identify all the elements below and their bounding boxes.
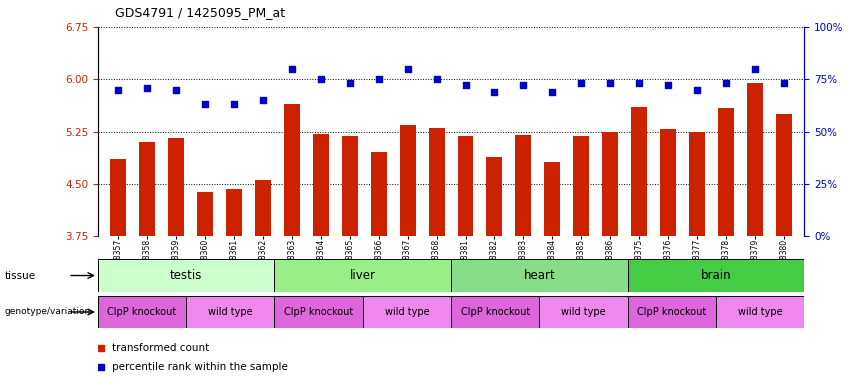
Point xyxy=(603,80,617,86)
Bar xyxy=(284,104,300,236)
Bar xyxy=(747,83,763,236)
Bar xyxy=(313,134,328,236)
Bar xyxy=(603,132,618,236)
Point xyxy=(300,267,313,273)
Text: GDS4791 / 1425095_PM_at: GDS4791 / 1425095_PM_at xyxy=(115,6,285,19)
Point xyxy=(256,97,270,103)
Text: tissue: tissue xyxy=(4,270,36,281)
Point xyxy=(401,66,414,72)
Bar xyxy=(197,192,213,236)
Bar xyxy=(274,259,451,292)
Bar xyxy=(718,109,734,236)
Point xyxy=(314,76,328,82)
Text: genotype/variation: genotype/variation xyxy=(4,308,90,316)
Point xyxy=(430,76,443,82)
Point xyxy=(777,80,791,86)
Point xyxy=(372,76,386,82)
Bar xyxy=(716,296,804,328)
Bar xyxy=(400,124,415,236)
Point xyxy=(227,101,241,108)
Point xyxy=(300,92,313,98)
Point xyxy=(285,66,299,72)
Bar xyxy=(342,136,357,236)
Bar xyxy=(574,136,589,236)
Text: wild type: wild type xyxy=(738,307,782,317)
Bar xyxy=(371,152,386,236)
Point xyxy=(545,89,559,95)
Bar xyxy=(186,296,274,328)
Bar xyxy=(627,296,716,328)
Text: brain: brain xyxy=(700,269,731,282)
Point xyxy=(459,83,472,89)
Point xyxy=(169,87,183,93)
Bar xyxy=(168,139,184,236)
Point xyxy=(111,87,125,93)
Point xyxy=(574,80,588,86)
Text: wild type: wild type xyxy=(208,307,253,317)
Text: transformed count: transformed count xyxy=(112,343,209,353)
Point xyxy=(517,83,530,89)
Point xyxy=(488,89,501,95)
Point xyxy=(661,83,675,89)
Text: liver: liver xyxy=(350,269,376,282)
Bar xyxy=(487,157,502,236)
Point xyxy=(748,66,762,72)
Text: wild type: wild type xyxy=(385,307,429,317)
Bar xyxy=(631,107,647,236)
Bar xyxy=(226,189,242,236)
Bar xyxy=(689,132,705,236)
Bar xyxy=(627,259,804,292)
Bar xyxy=(98,296,186,328)
Bar xyxy=(540,296,627,328)
Bar xyxy=(545,162,560,236)
Point xyxy=(140,84,154,91)
Point xyxy=(632,80,646,86)
Bar xyxy=(458,136,473,236)
Bar xyxy=(274,296,363,328)
Text: ClpP knockout: ClpP knockout xyxy=(107,307,177,317)
Point xyxy=(198,101,212,108)
Bar xyxy=(363,296,451,328)
Bar xyxy=(516,135,531,236)
Bar xyxy=(451,296,540,328)
Text: ClpP knockout: ClpP knockout xyxy=(284,307,353,317)
Text: ClpP knockout: ClpP knockout xyxy=(637,307,706,317)
Text: testis: testis xyxy=(170,269,203,282)
Bar xyxy=(776,114,792,236)
Text: heart: heart xyxy=(523,269,555,282)
Point xyxy=(690,87,704,93)
Bar xyxy=(110,159,126,236)
Text: percentile rank within the sample: percentile rank within the sample xyxy=(112,362,288,372)
Point xyxy=(719,80,733,86)
Text: ClpP knockout: ClpP knockout xyxy=(460,307,530,317)
Text: wild type: wild type xyxy=(561,307,606,317)
Bar xyxy=(255,180,271,236)
Bar xyxy=(451,259,627,292)
Bar xyxy=(139,142,155,236)
Bar xyxy=(429,128,444,236)
Bar xyxy=(98,259,274,292)
Point xyxy=(343,80,357,86)
Bar xyxy=(660,129,676,236)
